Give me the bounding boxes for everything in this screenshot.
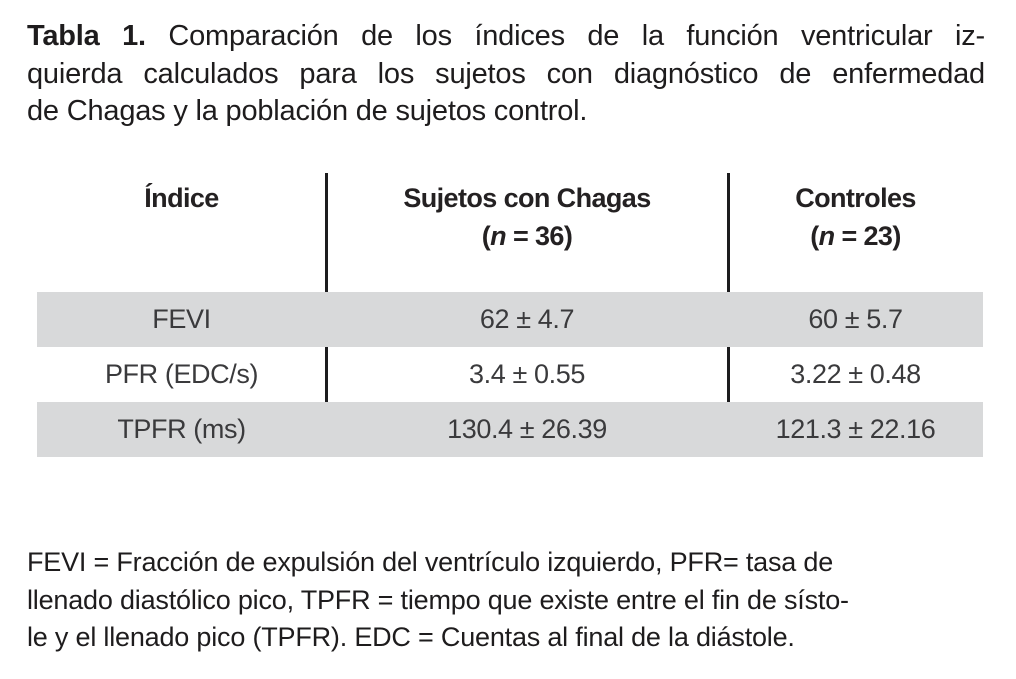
table-caption: Tabla 1. Comparación de los índices de l… bbox=[27, 18, 985, 131]
n-value: = 23) bbox=[834, 221, 901, 251]
n-value: = 36) bbox=[506, 221, 573, 251]
table-row-fevi: FEVI 62 ± 4.7 60 ± 5.7 bbox=[37, 292, 983, 347]
n-italic: n bbox=[490, 221, 507, 251]
cell-chagas-value: 62 ± 4.7 bbox=[479, 304, 575, 334]
cell-controles-value: 3.22 ± 0.48 bbox=[790, 359, 921, 389]
paren-open: ( bbox=[481, 221, 491, 251]
data-table: Índice Sujetos con Chagas (n = 36) Contr… bbox=[37, 173, 983, 457]
header-controles-label: Controles bbox=[795, 183, 916, 213]
table-row-tpfr: TPFR (ms) 130.4 ± 26.39 121.3 ± 22.16 bbox=[37, 402, 983, 457]
table-header-row: Índice Sujetos con Chagas (n = 36) Contr… bbox=[37, 173, 983, 292]
table-row-pfr: PFR (EDC/s) 3.4 ± 0.55 3.22 ± 0.48 bbox=[37, 347, 983, 402]
cell-index: PFR (EDC/s) bbox=[104, 359, 259, 389]
paren-open: ( bbox=[810, 221, 819, 251]
footnote-line-2: llenado diastólico pico, TPFR = tiempo q… bbox=[27, 584, 849, 615]
caption-line-1: Tabla 1. Comparación de los índices de l… bbox=[27, 18, 985, 56]
table-footnote: FEVI = Fracción de expulsión del ventríc… bbox=[27, 544, 1007, 657]
header-controles: Controles (n = 23) bbox=[728, 173, 983, 292]
header-controles-n: (n = 23) bbox=[728, 217, 983, 255]
caption-line-1-text: Comparación de los índices de la función… bbox=[168, 20, 985, 52]
cell-chagas-value: 3.4 ± 0.55 bbox=[469, 359, 585, 389]
cell-controles-value: 121.3 ± 22.16 bbox=[775, 414, 936, 444]
header-chagas-n: (n = 36) bbox=[326, 217, 728, 255]
cell-index: FEVI bbox=[152, 304, 211, 334]
header-indice: Índice bbox=[37, 173, 326, 292]
caption-table-number: Tabla 1. bbox=[27, 20, 146, 52]
footnote-line-3: le y el llenado pico (TPFR). EDC = Cuent… bbox=[27, 622, 795, 652]
cell-controles-value: 60 ± 5.7 bbox=[808, 304, 903, 334]
cell-chagas-value: 130.4 ± 26.39 bbox=[447, 414, 607, 444]
header-chagas-label: Sujetos con Chagas bbox=[403, 183, 651, 213]
caption-line-2: quierda calculados para los sujetos con … bbox=[27, 57, 985, 90]
header-indice-label: Índice bbox=[144, 183, 219, 213]
footnote-line-1: FEVI = Fracción de expulsión del ventríc… bbox=[27, 547, 834, 577]
caption-line-3: de Chagas y la población de sujetos cont… bbox=[27, 95, 588, 127]
cell-index: TPFR (ms) bbox=[117, 414, 246, 444]
n-italic: n bbox=[818, 221, 836, 251]
header-chagas: Sujetos con Chagas (n = 36) bbox=[326, 173, 728, 292]
